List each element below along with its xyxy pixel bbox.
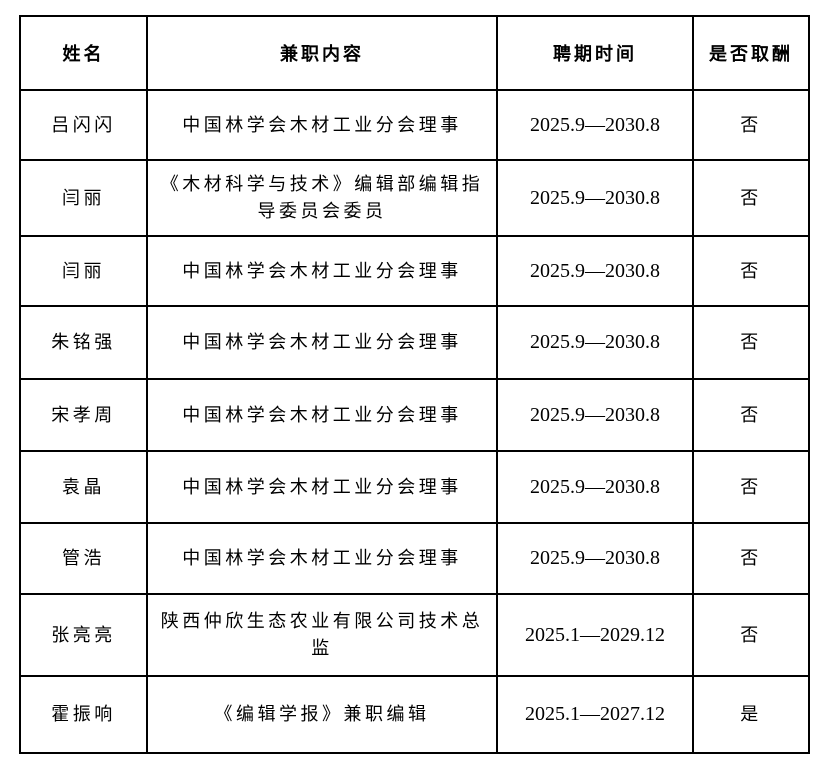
cell-paid: 是 bbox=[692, 675, 810, 754]
header-row: 姓名 兼职内容 聘期时间 是否取酬 bbox=[19, 15, 810, 91]
col-header-period: 聘期时间 bbox=[496, 15, 694, 91]
cell-period: 2025.9—2030.8 bbox=[496, 89, 694, 161]
cell-content: 中国林学会木材工业分会理事 bbox=[146, 522, 498, 595]
cell-name: 管浩 bbox=[19, 522, 148, 595]
cell-content: 《木材科学与技术》编辑部编辑指导委员会委员 bbox=[146, 159, 498, 237]
cell-period: 2025.9—2030.8 bbox=[496, 378, 694, 452]
cell-paid: 否 bbox=[692, 235, 810, 307]
cell-name: 闫丽 bbox=[19, 159, 148, 237]
cell-name: 张亮亮 bbox=[19, 593, 148, 677]
cell-period: 2025.9—2030.8 bbox=[496, 159, 694, 237]
table-row: 宋孝周 中国林学会木材工业分会理事 2025.9—2030.8 否 bbox=[19, 378, 810, 452]
cell-name: 闫丽 bbox=[19, 235, 148, 307]
cell-paid: 否 bbox=[692, 378, 810, 452]
cell-paid: 否 bbox=[692, 593, 810, 677]
table-row: 袁晶 中国林学会木材工业分会理事 2025.9—2030.8 否 bbox=[19, 450, 810, 524]
cell-content: 中国林学会木材工业分会理事 bbox=[146, 378, 498, 452]
cell-paid: 否 bbox=[692, 89, 810, 161]
cell-paid: 否 bbox=[692, 522, 810, 595]
table-row: 张亮亮 陕西仲欣生态农业有限公司技术总监 2025.1—2029.12 否 bbox=[19, 593, 810, 677]
appointments-table: 姓名 兼职内容 聘期时间 是否取酬 吕闪闪 中国林学会木材工业分会理事 2025… bbox=[19, 15, 810, 754]
cell-content: 中国林学会木材工业分会理事 bbox=[146, 89, 498, 161]
cell-content: 中国林学会木材工业分会理事 bbox=[146, 450, 498, 524]
table-row: 朱铭强 中国林学会木材工业分会理事 2025.9—2030.8 否 bbox=[19, 305, 810, 380]
col-header-content: 兼职内容 bbox=[146, 15, 498, 91]
cell-period: 2025.1—2027.12 bbox=[496, 675, 694, 754]
cell-content: 中国林学会木材工业分会理事 bbox=[146, 305, 498, 380]
table-row: 霍振响 《编辑学报》兼职编辑 2025.1—2027.12 是 bbox=[19, 675, 810, 754]
cell-name: 袁晶 bbox=[19, 450, 148, 524]
cell-period: 2025.9—2030.8 bbox=[496, 450, 694, 524]
cell-name: 宋孝周 bbox=[19, 378, 148, 452]
table-row: 吕闪闪 中国林学会木材工业分会理事 2025.9—2030.8 否 bbox=[19, 89, 810, 161]
cell-period: 2025.9—2030.8 bbox=[496, 522, 694, 595]
cell-name: 吕闪闪 bbox=[19, 89, 148, 161]
table-body: 吕闪闪 中国林学会木材工业分会理事 2025.9—2030.8 否 闫丽 《木材… bbox=[19, 89, 810, 754]
col-header-name: 姓名 bbox=[19, 15, 148, 91]
cell-paid: 否 bbox=[692, 159, 810, 237]
cell-name: 霍振响 bbox=[19, 675, 148, 754]
cell-paid: 否 bbox=[692, 450, 810, 524]
cell-content: 中国林学会木材工业分会理事 bbox=[146, 235, 498, 307]
cell-period: 2025.9—2030.8 bbox=[496, 305, 694, 380]
table-row: 闫丽 《木材科学与技术》编辑部编辑指导委员会委员 2025.9—2030.8 否 bbox=[19, 159, 810, 237]
cell-period: 2025.1—2029.12 bbox=[496, 593, 694, 677]
table-row: 闫丽 中国林学会木材工业分会理事 2025.9—2030.8 否 bbox=[19, 235, 810, 307]
cell-period: 2025.9—2030.8 bbox=[496, 235, 694, 307]
cell-content: 陕西仲欣生态农业有限公司技术总监 bbox=[146, 593, 498, 677]
cell-content: 《编辑学报》兼职编辑 bbox=[146, 675, 498, 754]
cell-paid: 否 bbox=[692, 305, 810, 380]
col-header-paid: 是否取酬 bbox=[692, 15, 810, 91]
cell-name: 朱铭强 bbox=[19, 305, 148, 380]
table-row: 管浩 中国林学会木材工业分会理事 2025.9—2030.8 否 bbox=[19, 522, 810, 595]
appointments-table-container: 姓名 兼职内容 聘期时间 是否取酬 吕闪闪 中国林学会木材工业分会理事 2025… bbox=[19, 15, 810, 754]
